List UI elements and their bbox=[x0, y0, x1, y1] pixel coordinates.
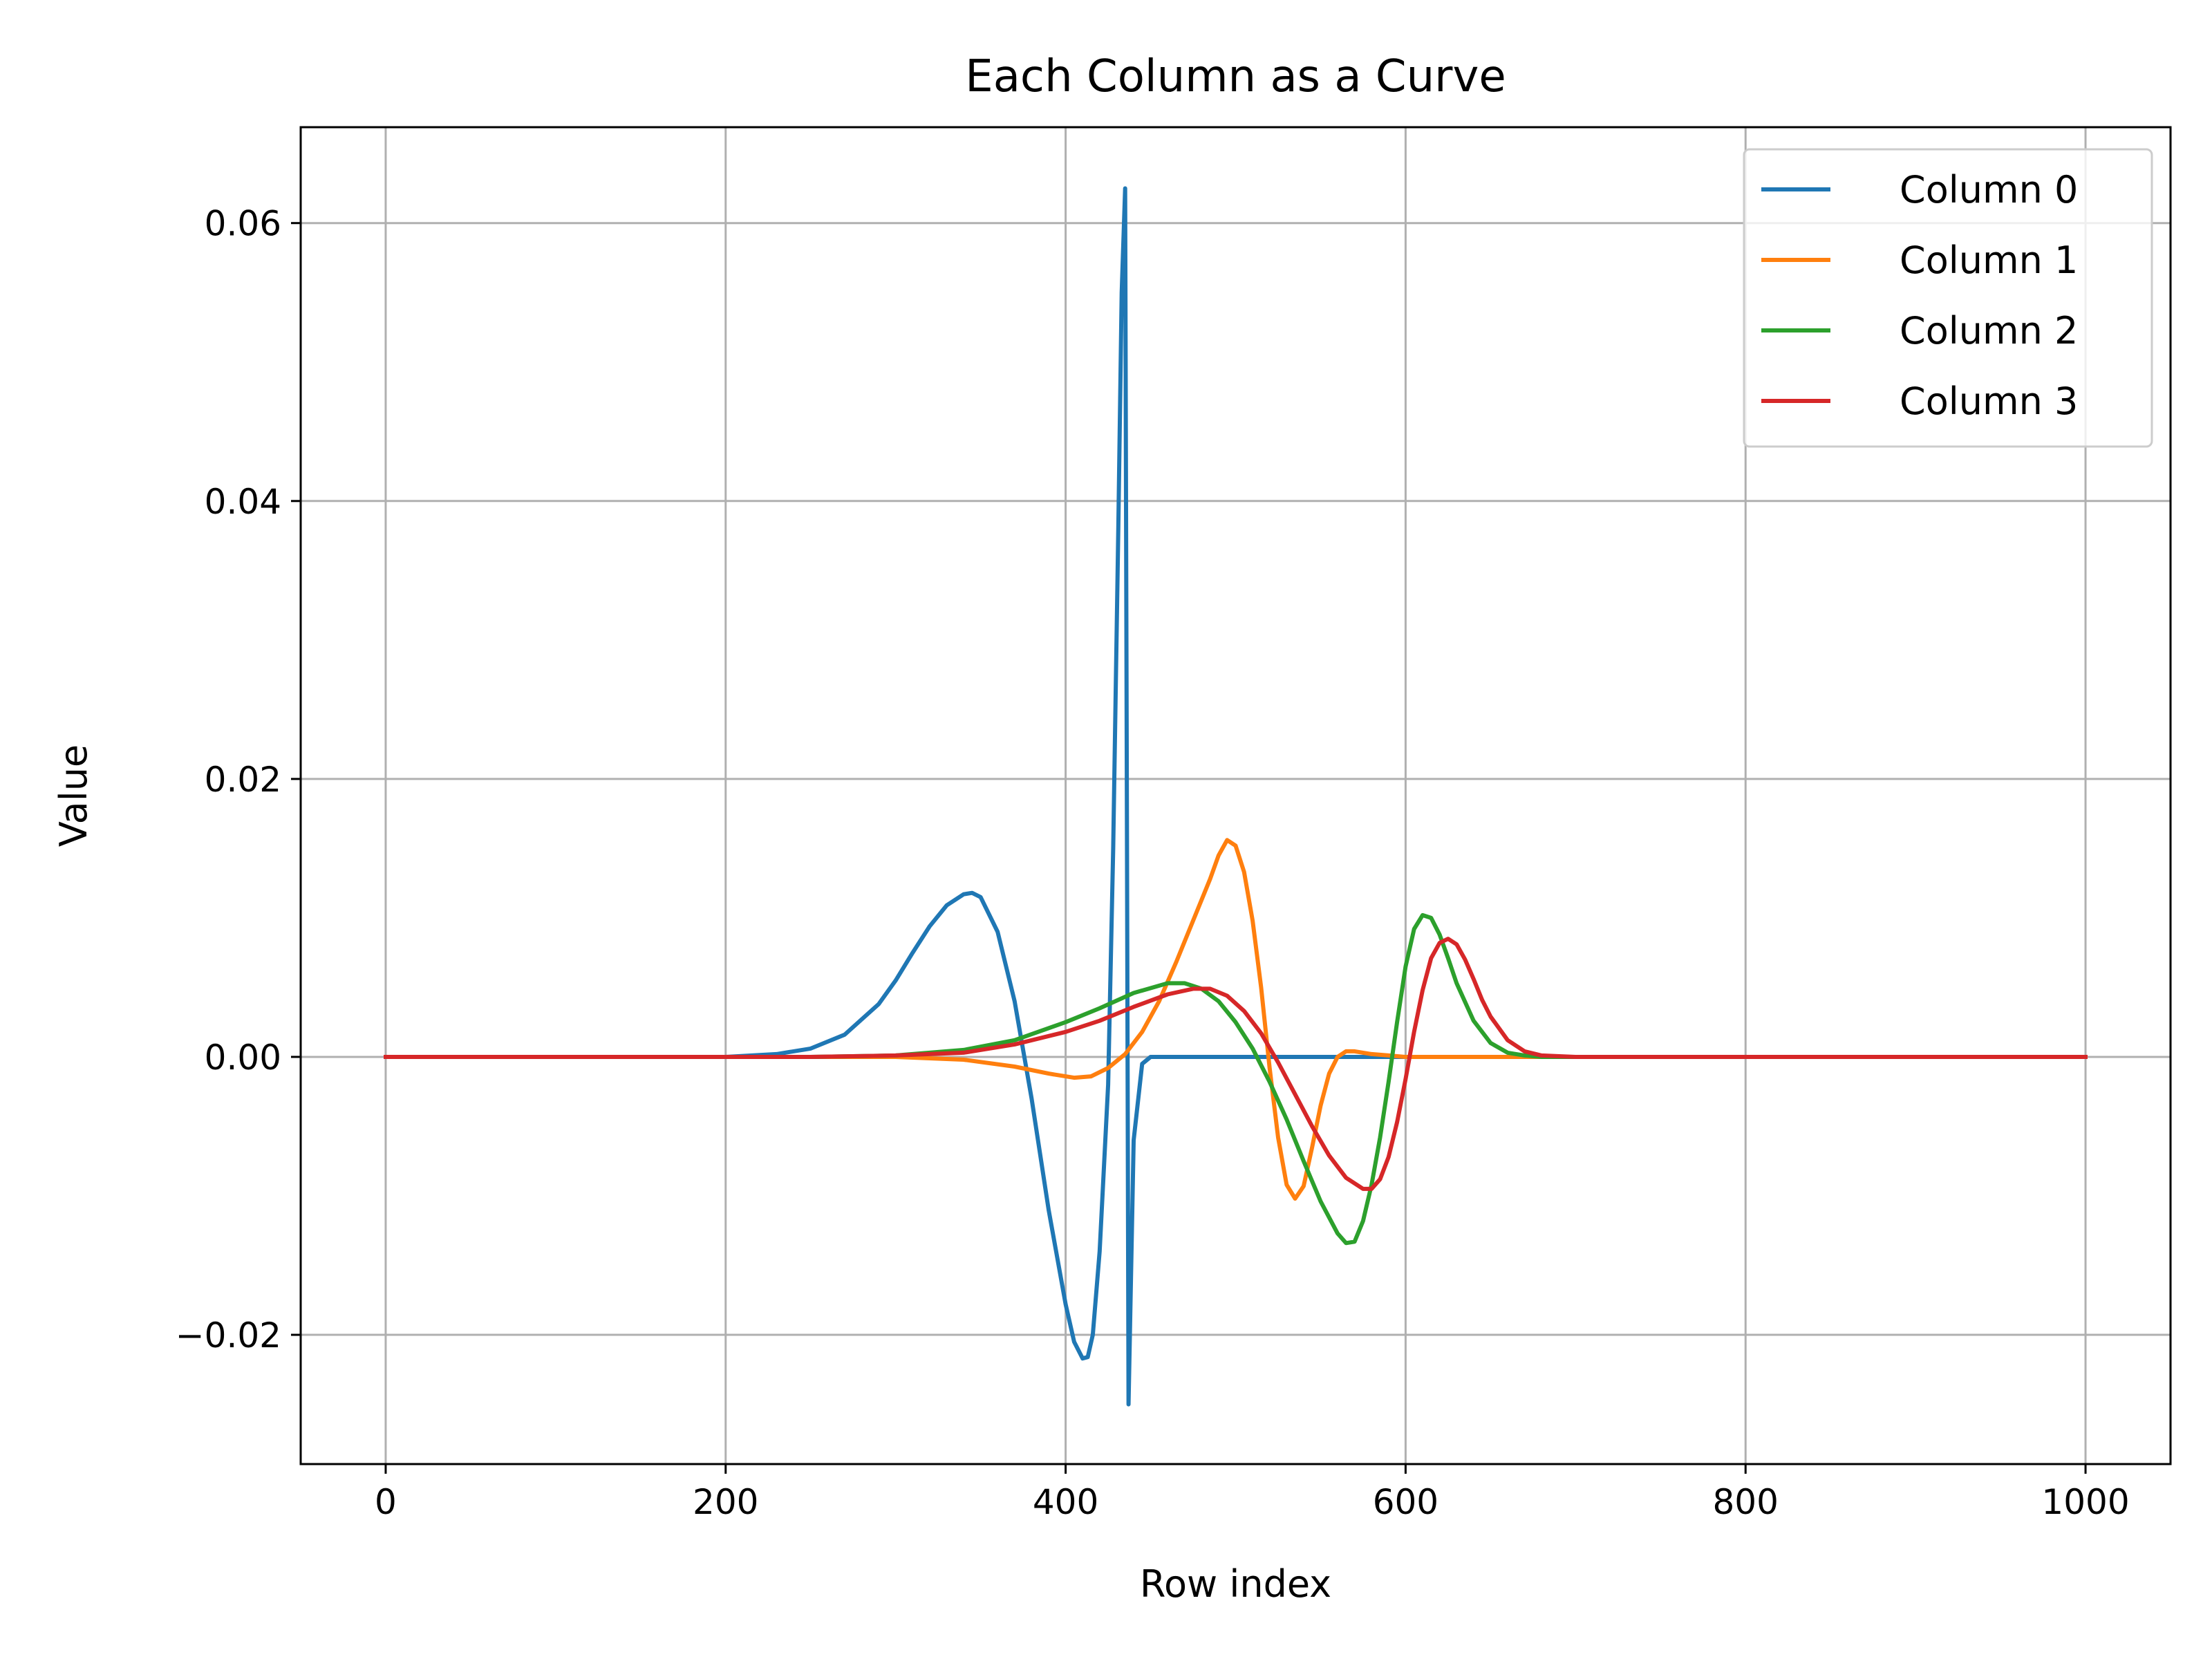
legend-label: Column 2 bbox=[1900, 309, 2078, 353]
x-tick-label: 800 bbox=[1713, 1482, 1779, 1522]
legend-label: Column 0 bbox=[1900, 168, 2078, 212]
y-tick-label: 0.00 bbox=[205, 1038, 281, 1078]
axis-ticks: 0 200 400 600 800 1000 −0.02 0.00 0.02 0.04 0.06 bbox=[176, 204, 2130, 1522]
legend-label: Column 3 bbox=[1900, 379, 2078, 423]
legend: Column 0 Column 1 Column 2 Column 3 bbox=[1743, 148, 2153, 448]
y-tick-label: 0.02 bbox=[205, 760, 281, 800]
y-tick-label: −0.02 bbox=[176, 1315, 281, 1356]
series-line-3 bbox=[384, 937, 2088, 1191]
series-line-0 bbox=[384, 186, 2088, 1407]
legend-box bbox=[1743, 148, 2153, 448]
y-tick-label: 0.04 bbox=[205, 482, 281, 522]
x-tick-label: 400 bbox=[1033, 1482, 1098, 1522]
series-line-1 bbox=[384, 838, 2088, 1201]
series-line-2 bbox=[384, 912, 2088, 1246]
x-tick-label: 600 bbox=[1373, 1482, 1438, 1522]
y-axis-title: Value bbox=[52, 744, 95, 847]
plot-frame bbox=[299, 126, 2172, 1465]
series-lines bbox=[384, 186, 2088, 1407]
x-tick-label: 200 bbox=[693, 1482, 758, 1522]
x-tick-label: 1000 bbox=[2041, 1482, 2129, 1522]
chart-title: Each Column as a Curve bbox=[965, 51, 1506, 102]
legend-label: Column 1 bbox=[1900, 238, 2078, 282]
x-tick-label: 0 bbox=[375, 1482, 397, 1522]
x-axis-title: Row index bbox=[1140, 1562, 1331, 1606]
y-tick-label: 0.06 bbox=[205, 204, 281, 244]
